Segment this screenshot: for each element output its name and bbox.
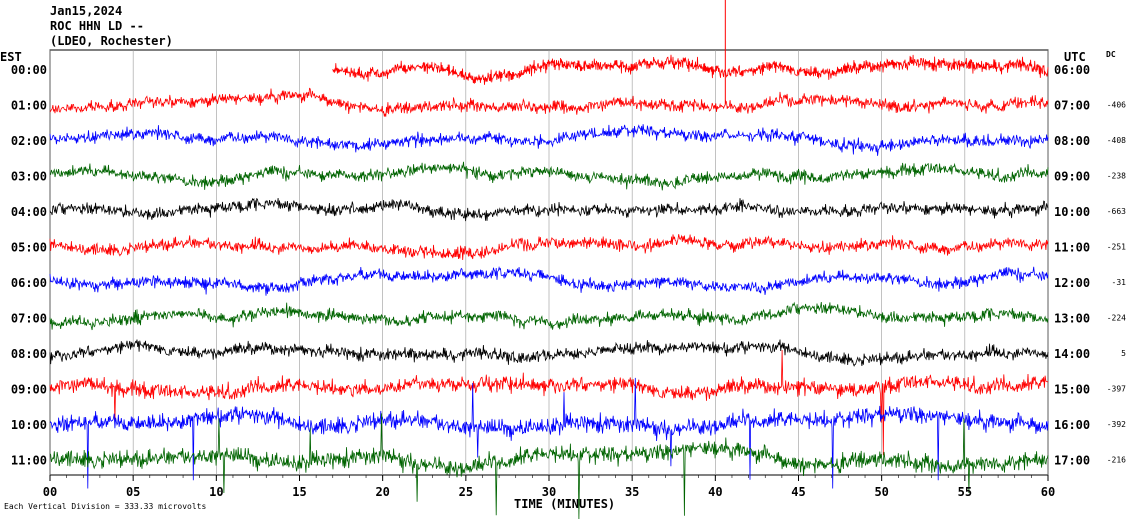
dc-offset-label: -408	[1107, 136, 1126, 145]
seismic-trace-0700	[49, 301, 1049, 331]
est-hour-label: 07:00	[11, 312, 47, 326]
seismic-trace-0500	[49, 234, 1049, 261]
network-name: (LDEO, Rochester)	[50, 34, 173, 48]
x-tick-label: 00	[43, 485, 57, 499]
dc-offset-label: -392	[1107, 420, 1126, 429]
dc-offset-label: -224	[1107, 314, 1126, 323]
utc-axis-label: UTC	[1064, 50, 1086, 64]
x-tick-label: 15	[292, 485, 306, 499]
scale-note: Each Vertical Division = 333.33 microvol…	[4, 502, 207, 511]
utc-hour-label: 13:00	[1054, 312, 1090, 326]
utc-hour-label: 10:00	[1054, 205, 1090, 219]
dc-offset-label: -31	[1112, 278, 1127, 287]
x-tick-label: 50	[874, 485, 888, 499]
seismic-trace-0900	[49, 349, 1049, 456]
x-tick-label: 20	[375, 485, 389, 499]
seismic-trace-0600	[49, 266, 1049, 296]
dc-offset-label: -216	[1107, 456, 1126, 465]
dc-offset-label: -238	[1107, 172, 1126, 181]
dc-offset-label: 5	[1121, 349, 1126, 358]
est-hour-label: 09:00	[11, 383, 47, 397]
utc-hour-label: 06:00	[1054, 63, 1090, 77]
x-tick-label: 30	[542, 485, 556, 499]
est-hour-label: 08:00	[11, 347, 47, 361]
x-tick-label: 05	[126, 485, 140, 499]
utc-hour-label: 16:00	[1054, 418, 1090, 432]
dc-offset-label: -663	[1107, 207, 1126, 216]
utc-hour-label: 17:00	[1054, 454, 1090, 468]
x-tick-label: 55	[958, 485, 972, 499]
est-hour-label: 04:00	[11, 205, 47, 219]
est-hour-label: 11:00	[11, 454, 47, 468]
seismic-trace-1000	[49, 377, 1049, 489]
est-hour-label: 00:00	[11, 63, 47, 77]
seismic-trace-1100	[49, 413, 1049, 519]
utc-hour-label: 14:00	[1054, 347, 1090, 361]
dc-axis-label: DC	[1106, 50, 1116, 59]
utc-hour-label: 07:00	[1054, 99, 1090, 113]
x-axis-title: TIME (MINUTES)	[514, 497, 616, 511]
est-hour-label: 06:00	[11, 276, 47, 290]
est-hour-label: 10:00	[11, 418, 47, 432]
est-hour-label: 02:00	[11, 134, 47, 148]
x-tick-label: 45	[791, 485, 805, 499]
est-hour-label: 05:00	[11, 241, 47, 255]
utc-hour-label: 08:00	[1054, 134, 1090, 148]
seismic-trace-0200	[49, 124, 1049, 156]
x-tick-label: 40	[708, 485, 722, 499]
seismic-trace-0800	[49, 339, 1049, 367]
x-tick-label: 10	[209, 485, 223, 499]
est-hour-label: 03:00	[11, 170, 47, 184]
utc-hour-label: 15:00	[1054, 383, 1090, 397]
dc-offset-label: -251	[1107, 243, 1126, 252]
seismic-trace-0400	[49, 197, 1049, 222]
utc-hour-label: 11:00	[1054, 241, 1090, 255]
est-hour-label: 01:00	[11, 99, 47, 113]
dc-offset-label: -397	[1107, 385, 1126, 394]
est-axis-label: EST	[0, 50, 22, 64]
x-tick-label: 25	[459, 485, 473, 499]
chart-date: Jan15,2024	[50, 4, 123, 18]
seismic-trace-0100	[49, 87, 1049, 117]
dc-offset-label: -406	[1107, 101, 1126, 110]
seismic-trace-0300	[49, 161, 1049, 191]
station-code: ROC HHN LD --	[50, 19, 144, 33]
seismic-trace-0000	[332, 54, 1049, 85]
utc-hour-label: 09:00	[1054, 170, 1090, 184]
x-tick-label: 60	[1041, 485, 1055, 499]
utc-hour-label: 12:00	[1054, 276, 1090, 290]
x-tick-label: 35	[625, 485, 639, 499]
